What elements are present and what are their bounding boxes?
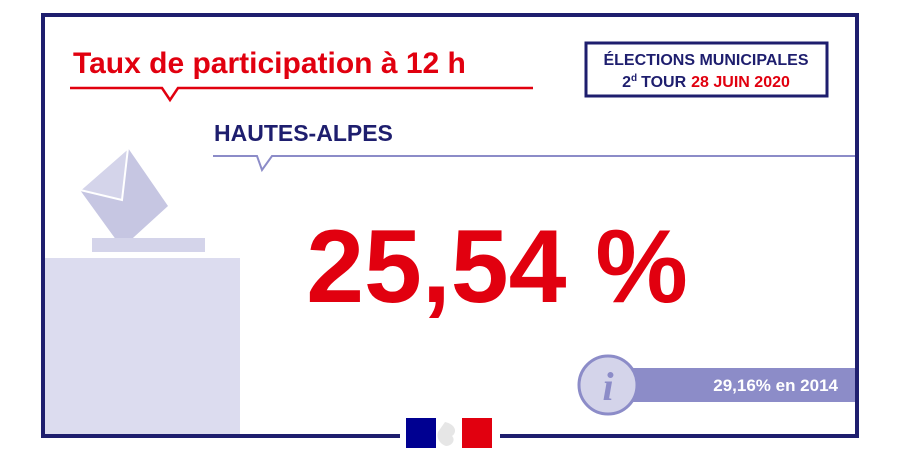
title-underline [70,86,533,103]
comparison-text: 29,16% en 2014 [713,376,838,395]
info-letter: i [602,364,613,409]
title: Taux de participation à 12 h [73,47,466,80]
election-date: 28 JUIN 2020 [691,74,790,91]
region-underline [213,155,855,173]
region: HAUTES-ALPES [214,120,393,146]
comparison-bar [608,368,855,402]
republic-logo [400,413,500,450]
turnout-value: 25,54 % [306,209,688,325]
round-word: TOUR [641,74,686,91]
election-badge [584,41,829,98]
round-number: 2 [622,74,631,91]
badge-line1: ÉLECTIONS MUNICIPALES [603,50,808,69]
round-suffix: d [631,73,637,84]
info-icon [577,354,639,416]
badge-line2: 2d TOUR 28 JUIN 2020 [622,73,790,91]
ballot-box-icon [45,145,240,434]
